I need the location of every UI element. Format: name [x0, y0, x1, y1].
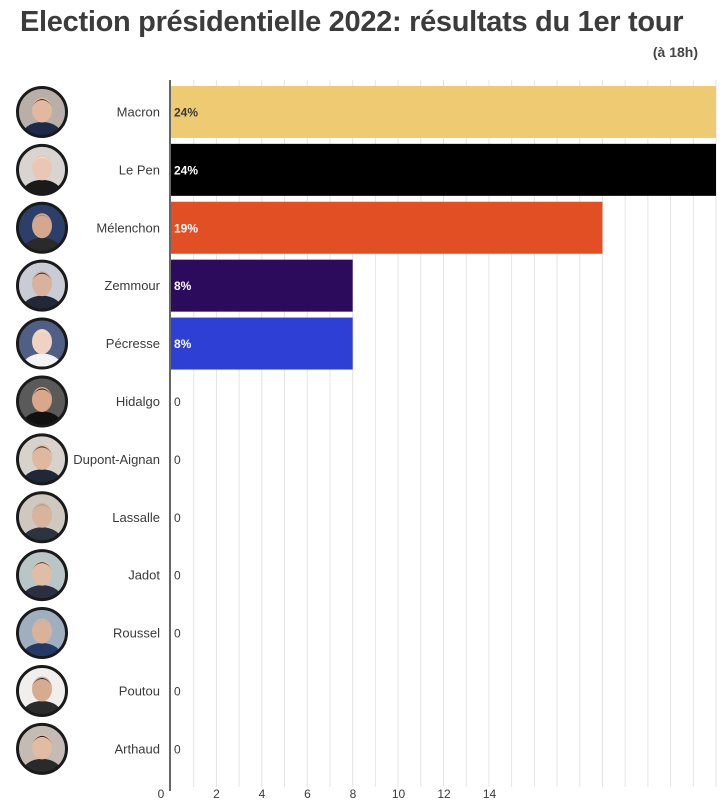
value-label: 0	[174, 742, 181, 756]
x-axis-ticks: 0 2 4 6 8 10 12 14	[158, 787, 497, 800]
candidate-avatar-icon	[16, 317, 68, 370]
gridlines	[193, 80, 717, 787]
candidate-avatar-icon	[16, 433, 68, 486]
x-tick-label: 0	[158, 787, 165, 800]
value-label: 8%	[174, 279, 192, 293]
candidate-row: Pécresse 8%	[16, 317, 353, 370]
candidate-avatar-icon	[16, 664, 68, 717]
candidate-avatar-icon	[16, 607, 68, 660]
value-label: 0	[174, 453, 181, 467]
x-tick-label: 12	[437, 787, 451, 800]
result-bar	[171, 85, 716, 138]
candidate-name: Poutou	[119, 683, 160, 698]
candidate-avatar-icon	[16, 201, 68, 254]
value-label: 0	[174, 627, 181, 641]
x-tick-label: 10	[392, 787, 406, 800]
candidate-name: Roussel	[113, 626, 160, 641]
candidate-row: Le Pen 24%	[16, 143, 716, 196]
candidate-avatar-icon	[16, 375, 68, 428]
candidate-avatar-icon	[16, 491, 68, 544]
candidate-row: Mélenchon 19%	[16, 201, 603, 254]
candidate-name: Zemmour	[104, 278, 160, 293]
candidate-name: Le Pen	[119, 162, 160, 177]
candidate-row: Poutou 0	[16, 664, 181, 717]
candidate-name: Arthaud	[114, 741, 160, 756]
candidate-row: Zemmour 8%	[16, 259, 353, 312]
candidate-name: Hidalgo	[116, 394, 160, 409]
candidate-avatar-icon	[16, 85, 68, 138]
candidate-row: Jadot 0	[16, 549, 181, 602]
value-label: 19%	[174, 221, 198, 235]
candidate-name: Mélenchon	[96, 220, 160, 235]
candidate-row: Lassalle 0	[16, 491, 181, 544]
result-bar	[171, 317, 353, 370]
x-tick-label: 4	[259, 787, 266, 800]
candidate-row: Macron 24%	[16, 85, 716, 138]
value-label: 0	[174, 511, 181, 525]
x-tick-label: 6	[304, 787, 311, 800]
x-tick-label: 2	[213, 787, 220, 800]
candidate-name: Lassalle	[112, 510, 160, 525]
result-bar	[171, 201, 603, 254]
candidate-name: Pécresse	[106, 336, 160, 351]
value-label: 8%	[174, 337, 192, 351]
candidate-row: Dupont-Aignan 0	[16, 433, 181, 486]
value-label: 0	[174, 395, 181, 409]
value-label: 24%	[174, 163, 198, 177]
candidate-row: Hidalgo 0	[16, 375, 181, 428]
value-label: 24%	[174, 105, 198, 119]
candidate-row: Roussel 0	[16, 607, 181, 660]
candidate-avatar-icon	[16, 259, 68, 312]
value-label: 0	[174, 684, 181, 698]
x-tick-label: 14	[483, 787, 497, 800]
result-bar	[171, 259, 353, 312]
candidate-avatar-icon	[16, 549, 68, 602]
chart-title: Election présidentielle 2022: résultats …	[20, 6, 684, 38]
candidate-row: Arthaud 0	[16, 722, 181, 775]
x-tick-label: 8	[350, 787, 357, 800]
chart-subtitle: (à 18h)	[652, 44, 698, 60]
value-label: 0	[174, 569, 181, 583]
candidate-name: Jadot	[128, 568, 160, 583]
candidate-name: Dupont-Aignan	[73, 452, 160, 467]
candidate-avatar-icon	[16, 722, 68, 775]
result-bar	[171, 143, 716, 196]
candidate-avatar-icon	[16, 143, 68, 196]
candidate-name: Macron	[117, 104, 160, 119]
